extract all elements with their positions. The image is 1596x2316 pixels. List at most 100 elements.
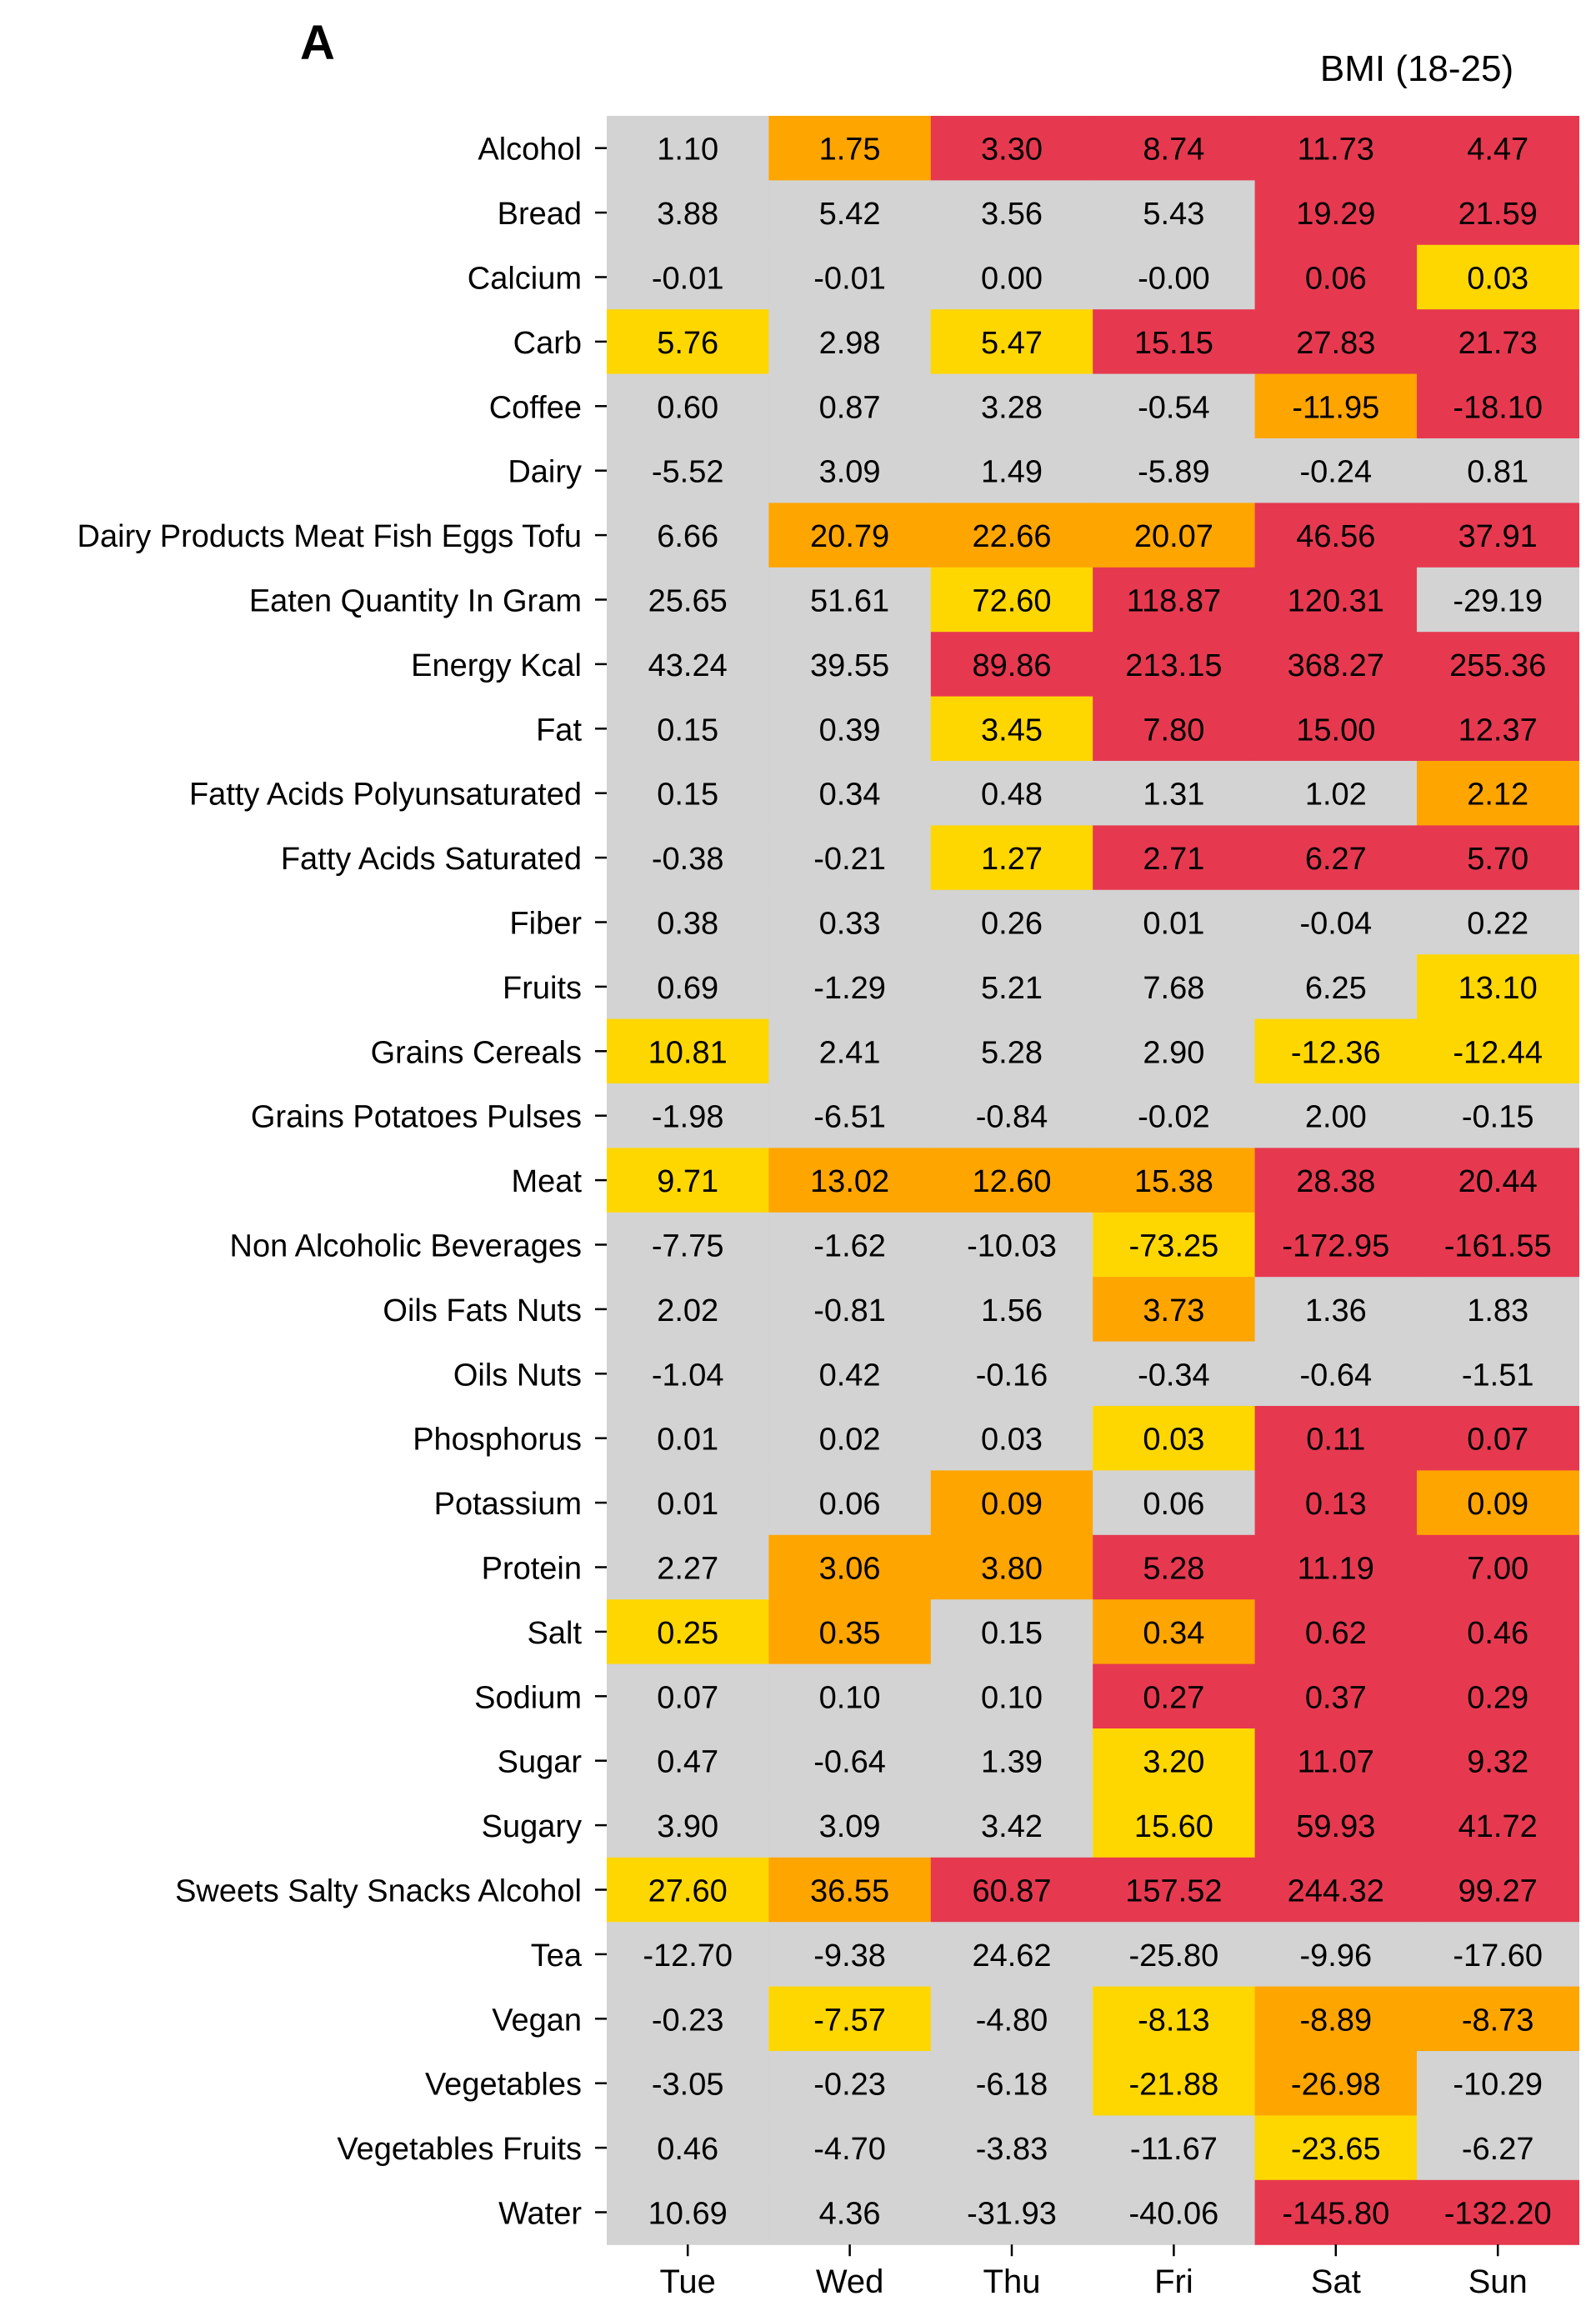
y-tick-label: Grains Potatoes Pulses bbox=[251, 1100, 582, 1135]
heatmap-cell bbox=[607, 1534, 769, 1600]
heatmap-cell bbox=[930, 2115, 1093, 2181]
cell-value-label: 22.66 bbox=[972, 519, 1051, 554]
cell-value-label: 3.42 bbox=[981, 1809, 1043, 1844]
heatmap-cell bbox=[930, 1728, 1093, 1793]
y-tick-label: Non Alcoholic Beverages bbox=[230, 1229, 582, 1264]
cell-value-label: 36.55 bbox=[810, 1874, 889, 1909]
heatmap-cell bbox=[768, 1470, 932, 1536]
cell-value-label: 0.06 bbox=[1143, 1487, 1204, 1522]
heatmap-cell bbox=[1254, 2179, 1418, 2245]
cell-value-label: 0.33 bbox=[819, 907, 881, 942]
cell-value-label: -9.96 bbox=[1299, 1938, 1372, 1973]
heatmap-cell bbox=[768, 825, 932, 891]
heatmap-cell bbox=[930, 309, 1093, 375]
heatmap-cell bbox=[1093, 1148, 1256, 1213]
cell-value-label: 0.01 bbox=[1143, 907, 1204, 942]
heatmap-cell bbox=[1417, 1470, 1579, 1536]
cell-value-label: 1.83 bbox=[1467, 1293, 1528, 1328]
cell-value-label: 0.09 bbox=[1467, 1487, 1528, 1522]
heatmap-cell bbox=[1417, 1018, 1579, 1084]
y-tick-label: Calcium bbox=[468, 262, 582, 297]
heatmap-cell bbox=[1254, 1470, 1418, 1536]
heatmap-cell bbox=[1417, 825, 1579, 891]
heatmap-cell bbox=[930, 1470, 1093, 1536]
heatmap-cell bbox=[768, 1599, 932, 1665]
heatmap-cell bbox=[1417, 2051, 1579, 2116]
chart-title: BMI (18-25) bbox=[1319, 48, 1514, 89]
cell-value-label: 0.27 bbox=[1143, 1680, 1204, 1715]
cell-value-label: 6.66 bbox=[657, 519, 718, 554]
cell-value-label: 27.60 bbox=[648, 1874, 728, 1909]
y-tick-label: Meat bbox=[512, 1164, 583, 1199]
cell-value-label: 3.90 bbox=[657, 1809, 718, 1844]
heatmap-cell bbox=[1093, 1599, 1256, 1665]
x-tick-label: Sun bbox=[1468, 2263, 1528, 2300]
cell-value-label: 2.00 bbox=[1305, 1100, 1367, 1135]
cell-value-label: 1.56 bbox=[981, 1293, 1043, 1328]
cell-value-label: -1.04 bbox=[652, 1358, 724, 1393]
cell-value-label: 0.02 bbox=[819, 1423, 881, 1458]
heatmap-cell bbox=[1254, 1341, 1418, 1407]
cell-value-label: 9.71 bbox=[657, 1164, 718, 1199]
cell-value-label: -23.65 bbox=[1291, 2132, 1381, 2167]
heatmap-cell bbox=[1254, 889, 1418, 955]
heatmap-cell bbox=[607, 116, 769, 181]
cell-value-label: 2.90 bbox=[1143, 1035, 1204, 1070]
cell-value-label: 15.00 bbox=[1296, 713, 1375, 748]
heatmap-cell bbox=[930, 2179, 1093, 2245]
cell-value-label: 4.36 bbox=[819, 2197, 881, 2232]
cell-value-label: -0.64 bbox=[1299, 1358, 1372, 1393]
y-tick-label: Water bbox=[498, 2197, 582, 2232]
heatmap-cell bbox=[768, 373, 932, 439]
cell-value-label: -9.38 bbox=[813, 1938, 886, 1973]
cell-value-label: 7.68 bbox=[1143, 971, 1204, 1006]
heatmap-cell bbox=[768, 438, 932, 503]
heatmap-cell bbox=[607, 1406, 769, 1471]
heatmap-cell bbox=[1093, 1922, 1256, 1988]
cell-value-label: 41.72 bbox=[1458, 1809, 1538, 1844]
y-tick-label: Salt bbox=[528, 1616, 583, 1651]
cell-value-label: 0.03 bbox=[1143, 1423, 1204, 1458]
y-tick-label: Dairy Products Meat Fish Eggs Tofu bbox=[78, 519, 582, 554]
heatmap-cell bbox=[607, 1599, 769, 1665]
y-tick-label: Vegan bbox=[492, 2003, 582, 2038]
cell-value-label: 1.49 bbox=[981, 455, 1043, 490]
cell-value-label: -1.98 bbox=[652, 1100, 724, 1135]
y-tick-label: Energy Kcal bbox=[411, 648, 582, 683]
heatmap-cell bbox=[1417, 2179, 1579, 2245]
cell-value-label: 0.07 bbox=[657, 1680, 718, 1715]
heatmap-cell bbox=[1417, 1341, 1579, 1407]
heatmap-cell bbox=[1093, 373, 1256, 439]
cell-value-label: 6.25 bbox=[1305, 971, 1367, 1006]
cell-value-label: 0.47 bbox=[657, 1745, 718, 1780]
cell-value-label: 1.36 bbox=[1305, 1293, 1367, 1328]
cell-value-label: 0.81 bbox=[1467, 455, 1528, 490]
heatmap-cell bbox=[607, 503, 769, 568]
x-tick-label: Tue bbox=[659, 2263, 715, 2300]
heatmap-cell bbox=[1093, 696, 1256, 762]
heatmap-cell bbox=[607, 180, 769, 246]
y-tick-label: Fat bbox=[536, 713, 582, 748]
cell-value-label: -5.52 bbox=[652, 455, 724, 490]
cell-value-label: 0.00 bbox=[981, 262, 1043, 297]
heatmap-cell bbox=[930, 373, 1093, 439]
cell-value-label: -0.15 bbox=[1462, 1100, 1534, 1135]
cell-value-label: 5.43 bbox=[1143, 197, 1204, 232]
x-tick-label: Fri bbox=[1154, 2263, 1193, 2300]
heatmap-cell bbox=[930, 1663, 1093, 1729]
heatmap-cell bbox=[1417, 567, 1579, 633]
heatmap-cell bbox=[1254, 1406, 1418, 1471]
heatmap-cell bbox=[768, 1083, 932, 1148]
heatmap-cell bbox=[607, 244, 769, 310]
heatmap-cell bbox=[1093, 632, 1256, 698]
heatmap-cell bbox=[1254, 696, 1418, 762]
cell-value-label: 0.42 bbox=[819, 1358, 881, 1393]
cell-value-label: 10.81 bbox=[648, 1035, 728, 1070]
heatmap-cell bbox=[1093, 438, 1256, 503]
heatmap-cell bbox=[607, 373, 769, 439]
heatmap-cell bbox=[607, 825, 769, 891]
cell-value-label: 3.88 bbox=[657, 197, 718, 232]
heatmap-cell bbox=[607, 1018, 769, 1084]
cell-value-label: 5.76 bbox=[657, 326, 718, 361]
heatmap-cell bbox=[768, 2051, 932, 2116]
